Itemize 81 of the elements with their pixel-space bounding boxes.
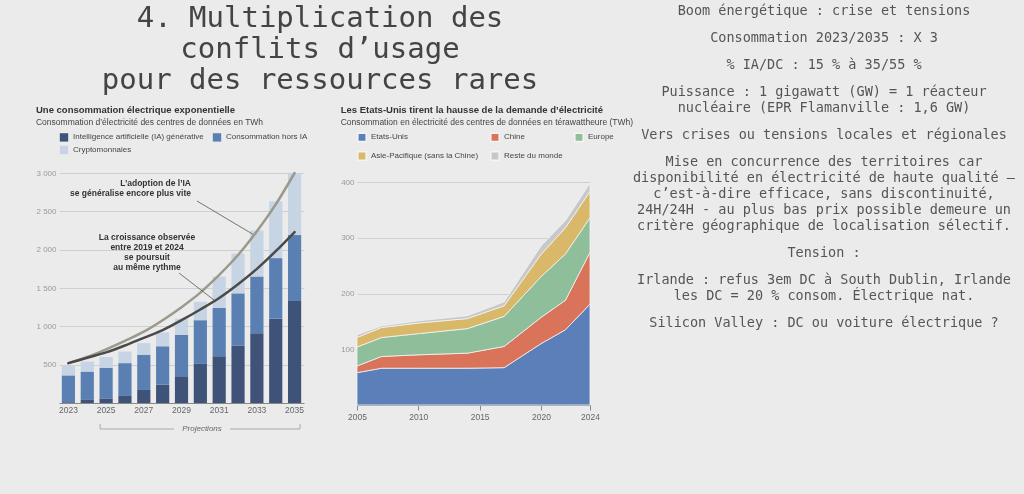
x-tick-label: 2031 [209, 404, 229, 415]
bar [61, 375, 76, 403]
x-tick-label: 2023 [58, 404, 79, 415]
text: Boom énergétique : crise et tensions [676, 2, 972, 18]
text: Irlande : refus 3em DC à South Dublin, Irlande les DC = 20 % consom. Électrique nat. [636, 271, 1012, 303]
chart-title: Une consommation électrique exponentielle [35, 104, 236, 115]
legend-label: Reste du monde [504, 151, 564, 160]
legend-label: Intelligence artificielle (IA) générative [73, 132, 205, 142]
bar [156, 384, 170, 403]
x-tick-label: 2035 [285, 404, 305, 415]
bar [137, 354, 151, 390]
bar [250, 333, 264, 403]
bar [156, 332, 170, 347]
x-tick-label: 2027 [134, 404, 154, 415]
text: Projections [182, 424, 222, 433]
y-tick-label: 300 [341, 233, 356, 243]
bar [287, 235, 302, 302]
chart-title: Les Etats-Unis tirent la hausse de la demande d’électricité [340, 104, 604, 115]
y-tick-label: 200 [341, 289, 356, 298]
x-tick-label: 2010 [409, 411, 429, 422]
legend-label: Asie-Pacifique (sans la Chine) [371, 151, 479, 160]
x-tick-label: 2015 [470, 411, 490, 422]
bar [193, 363, 207, 403]
chart-subtitle: Consommation en électricité des centres de données en térawattheure (TWh) [340, 116, 634, 127]
y-tick-label: 400 [341, 177, 356, 187]
y-tick-label: 1 000 [36, 321, 58, 331]
bar [287, 173, 302, 236]
bar [61, 365, 76, 376]
text: 4. Multiplication des conflits d’usage pour des ressources rares [100, 0, 540, 96]
bar [80, 399, 94, 403]
y-tick-label: 500 [43, 360, 58, 370]
y-tick-label: 2 000 [36, 245, 58, 255]
bar [174, 334, 189, 377]
bar [231, 345, 245, 403]
bar [174, 376, 189, 403]
x-tick-label: 2033 [247, 404, 267, 415]
bar [99, 357, 113, 368]
text: Consommation 2023/2035 : X 3 [709, 29, 939, 45]
y-tick-label: 2 500 [36, 206, 58, 216]
legend-label: Etats-Unis [371, 132, 408, 142]
y-tick-label: 100 [341, 344, 356, 354]
bar [193, 320, 207, 364]
legend-label: Europe [588, 132, 615, 142]
line-series [67, 230, 296, 365]
legend-label: Cryptomonnaies [73, 145, 132, 154]
legend-label: Consommation hors IA [226, 132, 309, 142]
x-tick-label: 2025 [96, 404, 116, 415]
text: Puissance : 1 gigawatt (GW) = 1 réacteur nucléaire (EPR Flamanville : 1,6 GW) [660, 83, 988, 115]
bar [231, 293, 245, 346]
bar [99, 398, 113, 403]
bar [137, 343, 151, 355]
bar [156, 346, 170, 385]
bar [118, 351, 132, 364]
bar [118, 363, 132, 396]
bar [99, 367, 113, 399]
bar [250, 276, 264, 334]
legend-label: Chine [504, 132, 526, 142]
bar [269, 318, 283, 403]
bar [212, 307, 226, 357]
bar [137, 389, 151, 403]
text: Vers crises ou tensions locales et régionales [640, 126, 1008, 142]
line-series [67, 171, 296, 365]
text: % IA/DC : 15 % à 35/55 % [725, 56, 923, 72]
bar [80, 371, 94, 400]
bar [118, 395, 132, 403]
y-tick-label: 1 500 [36, 283, 58, 293]
text: Mise en concurrence des territoires car disponibilité en électricité de haute qualité – c’est-à-dire efficace, sans discontinuité, 24H/24H - au plus bas prix possible demeure un critère géographique de localisation sélectif. [632, 153, 1016, 233]
bar [80, 361, 94, 372]
x-tick-label: 2029 [172, 404, 192, 415]
x-tick-label: 2024 [581, 411, 601, 422]
text: Silicon Valley : DC ou voiture électrique ? [648, 314, 1000, 330]
bar [269, 258, 283, 319]
annotation: L’adoption de l’IA se généralise encore plus vite [70, 178, 192, 198]
text: Tension : [786, 244, 862, 260]
bar [212, 356, 226, 403]
bar [287, 301, 302, 403]
x-tick-label: 2020 [531, 411, 552, 422]
y-tick-label: 3 000 [36, 168, 58, 178]
x-tick-label: 2005 [348, 411, 368, 422]
annotation: La croissance observée entre 2019 et 2024 se poursuit au même rythme [98, 232, 196, 272]
chart-subtitle: Consommation d’électricité des centres de données en TWh [35, 116, 264, 127]
